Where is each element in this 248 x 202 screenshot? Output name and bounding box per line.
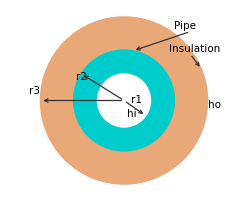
Circle shape (40, 18, 208, 184)
Circle shape (97, 75, 151, 127)
Text: r3: r3 (29, 85, 39, 95)
Text: Pipe: Pipe (174, 20, 196, 31)
Text: ho: ho (208, 100, 220, 110)
Circle shape (74, 51, 174, 151)
Text: hi: hi (127, 109, 136, 119)
Text: Insulation: Insulation (169, 44, 220, 54)
Text: r1: r1 (131, 94, 142, 104)
Text: r2: r2 (76, 72, 87, 82)
